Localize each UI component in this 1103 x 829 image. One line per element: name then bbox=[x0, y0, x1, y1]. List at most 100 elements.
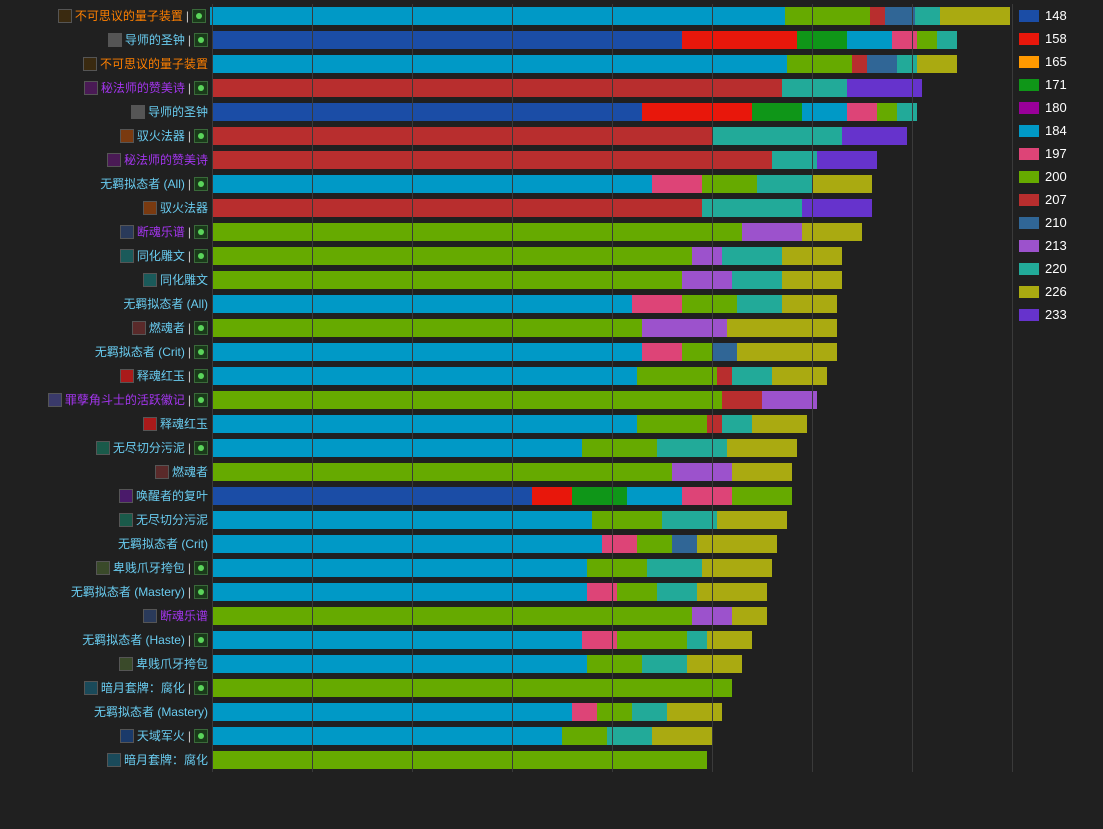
row-label-col: 暗月套牌：腐化| bbox=[0, 679, 210, 696]
bar[interactable] bbox=[212, 631, 1010, 649]
legend-item[interactable]: 148 bbox=[1019, 4, 1099, 27]
legend-item[interactable]: 158 bbox=[1019, 27, 1099, 50]
legend-item[interactable]: 220 bbox=[1019, 257, 1099, 280]
bar[interactable] bbox=[212, 463, 1010, 481]
item-label[interactable]: 导师的圣钟 bbox=[148, 103, 208, 120]
bar[interactable] bbox=[212, 703, 1010, 721]
legend-item[interactable]: 233 bbox=[1019, 303, 1099, 326]
legend-swatch bbox=[1019, 263, 1039, 275]
legend-item[interactable]: 200 bbox=[1019, 165, 1099, 188]
bar[interactable] bbox=[212, 655, 1010, 673]
item-label[interactable]: 燃魂者 bbox=[149, 319, 185, 336]
bar[interactable] bbox=[212, 151, 1010, 169]
item-label[interactable]: 卑贱爪牙挎包 bbox=[136, 655, 208, 672]
legend-item[interactable]: 226 bbox=[1019, 280, 1099, 303]
legend-label: 210 bbox=[1045, 215, 1067, 230]
item-label[interactable]: 不可思议的量子装置 bbox=[100, 55, 208, 72]
bar[interactable] bbox=[212, 223, 1010, 241]
bar[interactable] bbox=[212, 199, 1010, 217]
bar-segment bbox=[697, 583, 767, 601]
legend-item[interactable]: 197 bbox=[1019, 142, 1099, 165]
item-label[interactable]: 释魂红玉 bbox=[137, 367, 185, 384]
bar-segment bbox=[697, 535, 777, 553]
modifier-icon bbox=[194, 33, 208, 47]
item-label[interactable]: 驭火法器 bbox=[160, 199, 208, 216]
item-label[interactable]: 燃魂者 bbox=[172, 463, 208, 480]
item-label[interactable]: 暗月套牌：腐化 bbox=[101, 679, 185, 696]
item-label[interactable]: 无羁拟态者 (Crit) bbox=[118, 535, 208, 552]
bar-segment bbox=[647, 559, 702, 577]
row-label-col: 不可思议的量子装置 bbox=[0, 55, 210, 72]
item-label[interactable]: 天域军火 bbox=[137, 727, 185, 744]
bar[interactable] bbox=[212, 247, 1010, 265]
item-label[interactable]: 秘法师的赞美诗 bbox=[124, 151, 208, 168]
row-label-col: 导师的圣钟 bbox=[0, 103, 210, 120]
modifier-icon bbox=[194, 441, 208, 455]
legend-item[interactable]: 171 bbox=[1019, 73, 1099, 96]
item-label[interactable]: 无尽切分污泥 bbox=[136, 511, 208, 528]
separator: | bbox=[188, 681, 191, 695]
legend-label: 200 bbox=[1045, 169, 1067, 184]
item-label[interactable]: 暗月套牌：腐化 bbox=[124, 751, 208, 768]
bar[interactable] bbox=[212, 319, 1010, 337]
item-label[interactable]: 罪孽角斗士的活跃徽记 bbox=[65, 391, 185, 408]
legend-item[interactable]: 210 bbox=[1019, 211, 1099, 234]
bar[interactable] bbox=[212, 343, 1010, 361]
item-label[interactable]: 无羁拟态者 (Mastery) bbox=[94, 703, 208, 720]
bar[interactable] bbox=[212, 511, 1010, 529]
bar[interactable] bbox=[212, 727, 1010, 745]
item-label[interactable]: 断魂乐谱 bbox=[137, 223, 185, 240]
bar-segment bbox=[587, 583, 617, 601]
chart-row: 卑贱爪牙挎包| bbox=[0, 556, 1010, 579]
item-label[interactable]: 同化雕文 bbox=[137, 247, 185, 264]
bar[interactable] bbox=[212, 415, 1010, 433]
item-label[interactable]: 无羁拟态者 (Crit) bbox=[95, 343, 185, 360]
item-label[interactable]: 驭火法器 bbox=[137, 127, 185, 144]
item-label[interactable]: 无羁拟态者 (Mastery) bbox=[71, 583, 185, 600]
chart-row: 同化雕文| bbox=[0, 244, 1010, 267]
legend-swatch bbox=[1019, 240, 1039, 252]
item-label[interactable]: 无羁拟态者 (All) bbox=[100, 175, 185, 192]
bar[interactable] bbox=[212, 679, 1010, 697]
item-label[interactable]: 无尽切分污泥 bbox=[113, 439, 185, 456]
item-label[interactable]: 导师的圣钟 bbox=[125, 31, 185, 48]
legend-item[interactable]: 213 bbox=[1019, 234, 1099, 257]
bar[interactable] bbox=[212, 367, 1010, 385]
bar[interactable] bbox=[212, 751, 1010, 769]
bar-segment bbox=[212, 271, 682, 289]
bar[interactable] bbox=[212, 559, 1010, 577]
item-label[interactable]: 释魂红玉 bbox=[160, 415, 208, 432]
bar[interactable] bbox=[212, 439, 1010, 457]
item-label[interactable]: 不可思议的量子装置 bbox=[75, 7, 183, 24]
bar[interactable] bbox=[212, 127, 1010, 145]
bar[interactable] bbox=[212, 271, 1010, 289]
item-label[interactable]: 断魂乐谱 bbox=[160, 607, 208, 624]
item-label[interactable]: 秘法师的赞美诗 bbox=[101, 79, 185, 96]
bar[interactable] bbox=[212, 79, 1010, 97]
item-label[interactable]: 唤醒者的复叶 bbox=[136, 487, 208, 504]
bar[interactable] bbox=[212, 31, 1010, 49]
bar[interactable] bbox=[212, 55, 1010, 73]
item-label[interactable]: 卑贱爪牙挎包 bbox=[113, 559, 185, 576]
item-label[interactable]: 无羁拟态者 (All) bbox=[123, 295, 208, 312]
legend-item[interactable]: 165 bbox=[1019, 50, 1099, 73]
bar[interactable] bbox=[212, 103, 1010, 121]
bar-segment bbox=[772, 367, 827, 385]
bar[interactable] bbox=[212, 607, 1010, 625]
bar[interactable] bbox=[212, 487, 1010, 505]
bar-segment bbox=[212, 487, 532, 505]
bar[interactable] bbox=[210, 7, 1010, 25]
legend-item[interactable]: 207 bbox=[1019, 188, 1099, 211]
bar[interactable] bbox=[212, 391, 1010, 409]
item-label[interactable]: 无羁拟态者 (Haste) bbox=[82, 631, 185, 648]
item-label[interactable]: 同化雕文 bbox=[160, 271, 208, 288]
legend-item[interactable]: 180 bbox=[1019, 96, 1099, 119]
bar[interactable] bbox=[212, 175, 1010, 193]
bar-segment bbox=[712, 127, 842, 145]
bar[interactable] bbox=[212, 583, 1010, 601]
bar[interactable] bbox=[212, 295, 1010, 313]
separator: | bbox=[188, 633, 191, 647]
bar-segment bbox=[732, 271, 782, 289]
legend-item[interactable]: 184 bbox=[1019, 119, 1099, 142]
bar[interactable] bbox=[212, 535, 1010, 553]
